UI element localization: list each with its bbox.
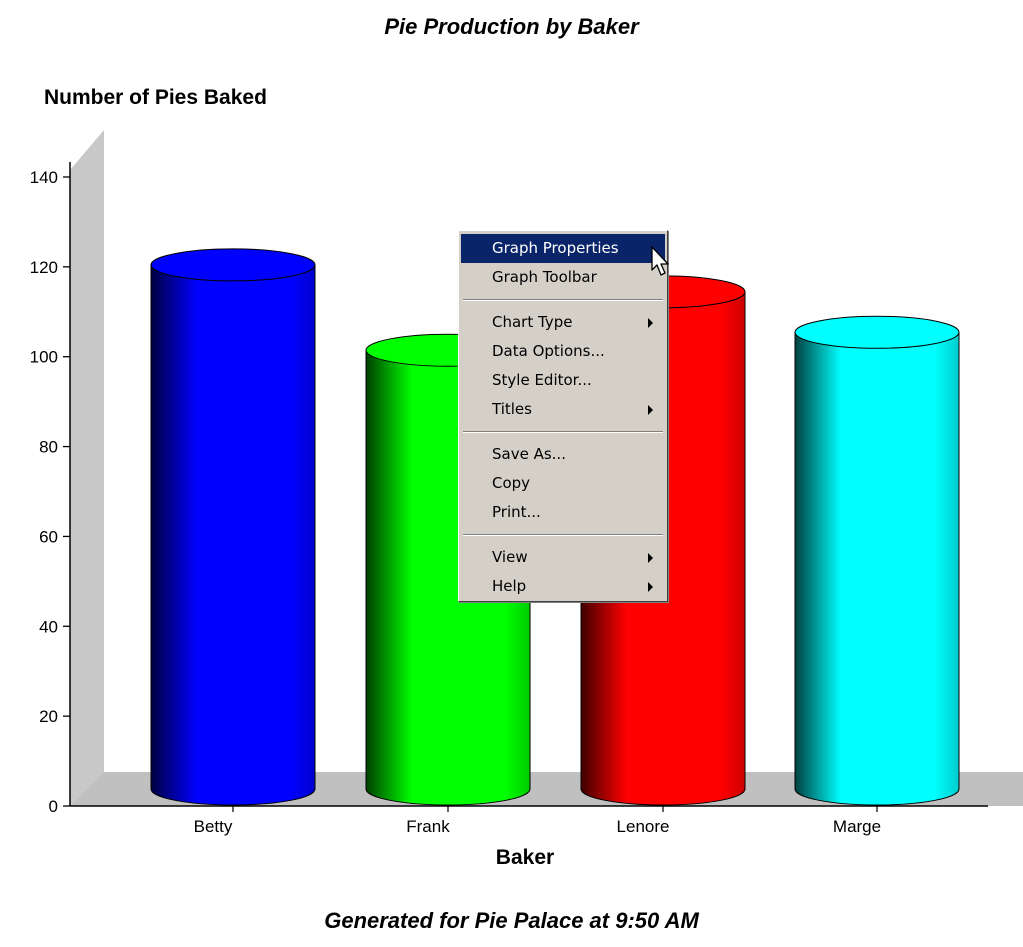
submenu-arrow-icon xyxy=(648,405,653,415)
submenu-arrow-icon xyxy=(648,582,653,592)
y-tick-label-20: 20 xyxy=(39,707,58,726)
menu-item-graph-toolbar[interactable]: Graph Toolbar xyxy=(461,263,665,292)
menu-item-label: View xyxy=(492,548,528,566)
menu-item-titles[interactable]: Titles xyxy=(461,395,665,424)
y-axis-title: Number of Pies Baked xyxy=(44,86,267,109)
menu-separator xyxy=(463,431,663,433)
arrow-pointer-icon xyxy=(651,246,669,276)
x-axis-title: Baker xyxy=(495,846,555,869)
y-tick-label-60: 60 xyxy=(39,527,58,546)
menu-item-chart-type[interactable]: Chart Type xyxy=(461,308,665,337)
bar-body-0 xyxy=(150,264,316,806)
y-tick-label-40: 40 xyxy=(39,617,58,636)
x-tick-label-marge: Marge xyxy=(833,817,881,836)
bar-marge[interactable] xyxy=(794,315,960,806)
menu-item-label: Titles xyxy=(492,400,532,418)
menu-item-help[interactable]: Help xyxy=(461,572,665,601)
menu-item-print[interactable]: Print... xyxy=(461,498,665,527)
x-tick-label-frank: Frank xyxy=(406,817,450,836)
menu-item-label: Save As... xyxy=(492,445,566,463)
menu-separator xyxy=(463,299,663,301)
menu-item-data-options[interactable]: Data Options... xyxy=(461,337,665,366)
y-tick-label-140: 140 xyxy=(30,168,58,187)
y-tick-label-80: 80 xyxy=(39,438,58,457)
menu-item-label: Graph Properties xyxy=(492,239,619,257)
bar-body-3 xyxy=(794,331,960,806)
chart-title: Pie Production by Baker xyxy=(384,14,639,39)
menu-item-graph-properties[interactable]: Graph Properties xyxy=(461,234,665,263)
context-menu[interactable]: Graph Properties Graph Toolbar Chart Type D… xyxy=(458,230,668,602)
x-tick-label-betty: Betty xyxy=(194,817,233,836)
menu-item-label: Print... xyxy=(492,503,541,521)
submenu-arrow-icon xyxy=(648,318,653,328)
chart-footnote: Generated for Pie Palace at 9:50 AM xyxy=(324,908,699,933)
bar-betty[interactable] xyxy=(150,248,316,806)
submenu-arrow-icon xyxy=(648,553,653,563)
menu-item-label: Help xyxy=(492,577,527,595)
menu-separator xyxy=(463,534,663,536)
menu-item-label: Chart Type xyxy=(492,313,573,331)
bar-top-3 xyxy=(794,315,960,349)
chart-back-wall xyxy=(70,130,104,806)
menu-item-style-editor[interactable]: Style Editor... xyxy=(461,366,665,395)
menu-item-view[interactable]: View xyxy=(461,543,665,572)
menu-item-label: Copy xyxy=(492,474,531,492)
menu-item-save-as[interactable]: Save As... xyxy=(461,440,665,469)
y-tick-label-0: 0 xyxy=(49,797,58,816)
menu-item-copy[interactable]: Copy xyxy=(461,469,665,498)
bar-top-0 xyxy=(150,248,316,282)
menu-item-label: Data Options... xyxy=(492,342,605,360)
x-tick-label-lenore: Lenore xyxy=(617,817,670,836)
menu-item-label: Graph Toolbar xyxy=(492,268,597,286)
menu-item-label: Style Editor... xyxy=(492,371,592,389)
y-tick-label-100: 100 xyxy=(30,348,58,367)
y-tick-label-120: 120 xyxy=(30,258,58,277)
